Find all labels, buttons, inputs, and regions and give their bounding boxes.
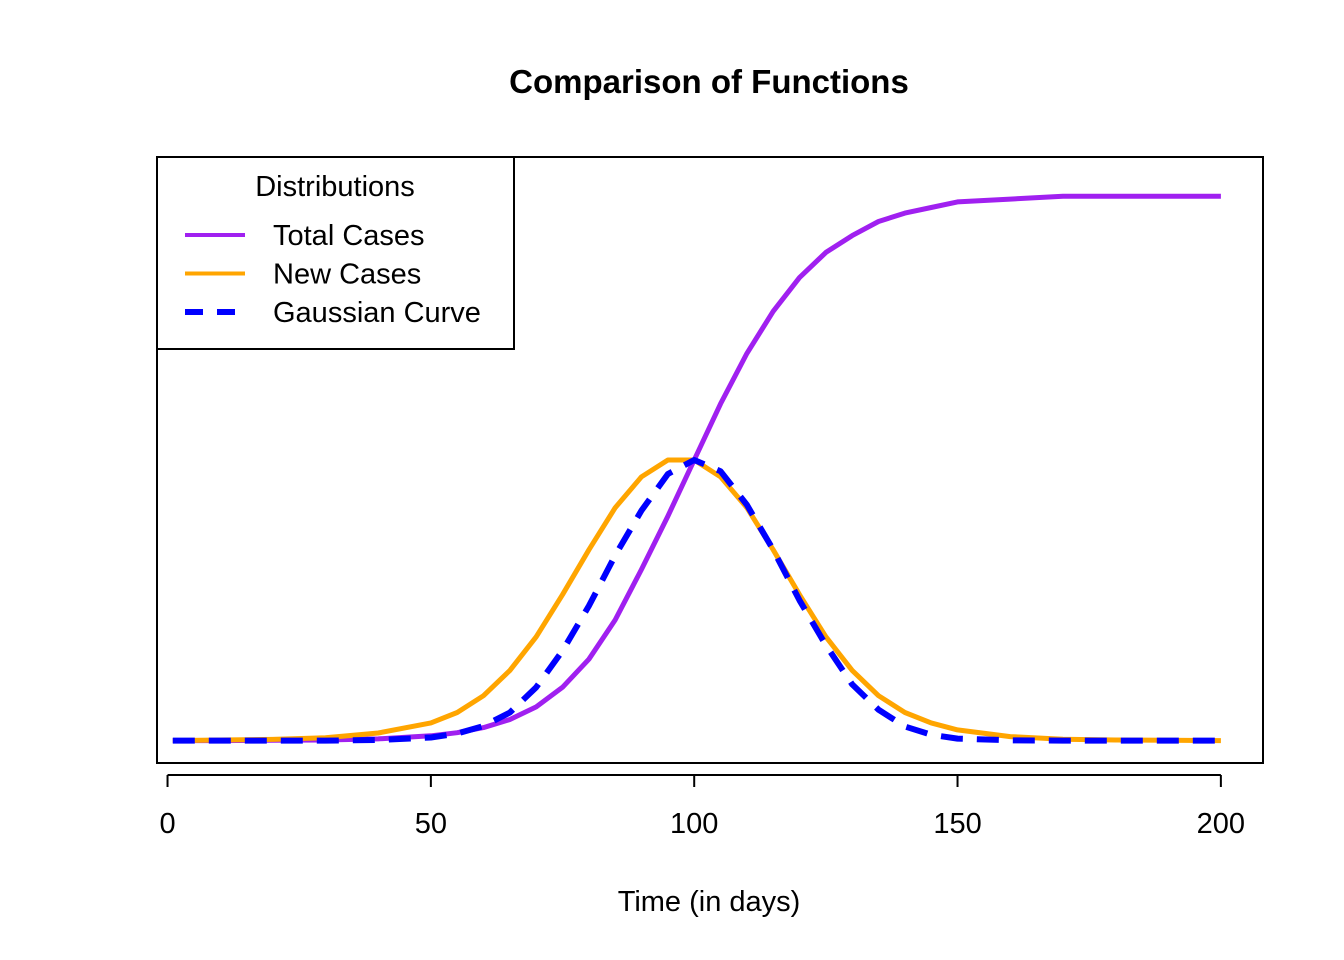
chart-title: Comparison of Functions (509, 63, 909, 100)
legend-label-new-cases: New Cases (273, 259, 421, 291)
series-layer (172, 193, 1221, 744)
series-line-gaussian-curve (172, 457, 1221, 744)
legend-title: Distributions (255, 171, 415, 203)
plot-area-frame (156, 156, 1264, 764)
x-tick-label: 0 (159, 808, 175, 840)
legend-label-gaussian-curve: Gaussian Curve (273, 297, 481, 329)
x-tick-label: 150 (933, 808, 981, 840)
x-axis-label: Time (in days) (618, 886, 801, 918)
series-line-new-cases (172, 457, 1221, 744)
legend: Distributions Total Cases New Cases Gaussi… (156, 156, 515, 350)
x-tick-label: 50 (415, 808, 447, 840)
x-tick-label: 200 (1197, 808, 1245, 840)
legend-box (156, 156, 515, 350)
x-axis: 0 50 100 150 200 (159, 774, 1245, 840)
legend-label-total-cases: Total Cases (273, 220, 425, 252)
x-tick-label: 100 (670, 808, 718, 840)
